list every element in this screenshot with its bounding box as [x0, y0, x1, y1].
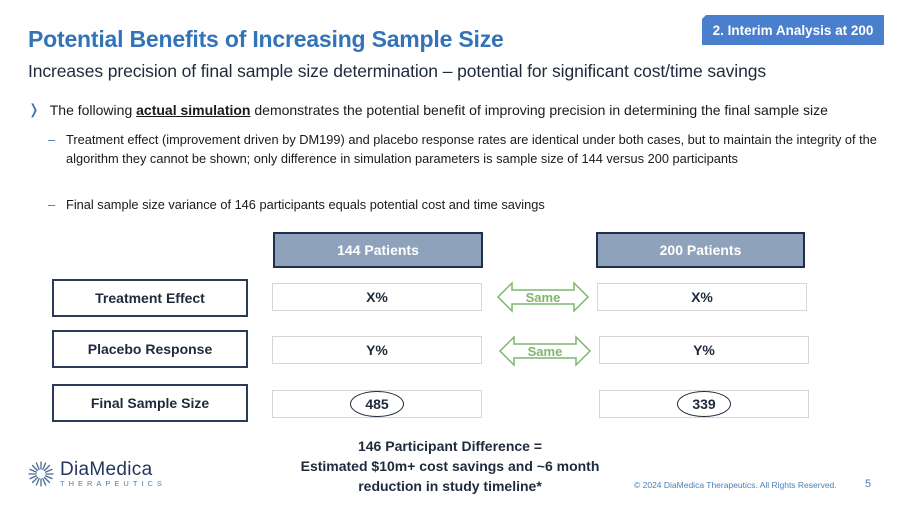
value-text: Y% [366, 342, 388, 358]
conclusion-line: reduction in study timeline* [358, 478, 542, 494]
page-title: Potential Benefits of Increasing Sample … [28, 26, 504, 52]
section-tag: 2. Interim Analysis at 200 [702, 15, 884, 45]
sub-bullet-text: Final sample size variance of 146 partic… [66, 197, 545, 212]
conclusion-line: Estimated $10m+ cost savings and ~6 mont… [300, 458, 600, 474]
bullet-emphasis: actual simulation [136, 101, 251, 118]
value-text: X% [366, 289, 388, 305]
same-arrow: Same [498, 335, 592, 367]
logo-subtitle: THERAPEUTICS [60, 479, 166, 488]
bullet-suffix: demonstrates the potential benefit of im… [250, 101, 828, 118]
row-label-placebo-response: Placebo Response [52, 330, 248, 368]
same-label: Same [528, 344, 563, 359]
highlight-ellipse: 485 [350, 391, 404, 417]
bullet-prefix: The following [49, 101, 137, 118]
chevron-right-icon: ❭ [28, 101, 40, 117]
value-cell: X% [597, 283, 807, 311]
double-arrow-icon: Same [498, 335, 592, 367]
value-text: X% [691, 289, 713, 305]
sub-bullet: – Treatment effect (improvement driven b… [48, 130, 878, 168]
highlight-ellipse: 339 [677, 391, 731, 417]
sub-bullet-text: Treatment effect (improvement driven by … [66, 132, 877, 166]
same-arrow: Same [496, 281, 590, 313]
dash-icon: – [48, 197, 56, 212]
value-cell: X% [272, 283, 482, 311]
value-cell: 339 [599, 390, 809, 418]
column-header-144: 144 Patients [273, 232, 483, 268]
page-subtitle: Increases precision of final sample size… [28, 61, 767, 81]
main-bullet: ❭ The following actual simulation demons… [28, 101, 828, 118]
value-cell: 485 [272, 390, 482, 418]
same-label: Same [526, 290, 561, 305]
row-label-final-sample-size: Final Sample Size [52, 384, 248, 422]
conclusion-line: 146 Participant Difference = [357, 438, 543, 454]
conclusion-text: 146 Participant Difference = Estimated $… [290, 436, 610, 496]
logo-name: DiaMedica [60, 459, 153, 480]
row-label-treatment-effect: Treatment Effect [52, 279, 248, 317]
value-cell: Y% [272, 336, 482, 364]
sunburst-logo-icon [28, 461, 54, 487]
company-logo: DiaMedica THERAPEUTICS [28, 460, 166, 488]
page-number: 5 [865, 478, 872, 490]
value-text: Y% [693, 342, 715, 358]
copyright: © 2024 DiaMedica Therapeutics. All Right… [634, 480, 837, 490]
column-header-200: 200 Patients [596, 232, 805, 268]
double-arrow-icon: Same [496, 281, 590, 313]
sub-bullet: – Final sample size variance of 146 part… [48, 195, 878, 214]
dash-icon: – [48, 132, 56, 147]
value-cell: Y% [599, 336, 809, 364]
